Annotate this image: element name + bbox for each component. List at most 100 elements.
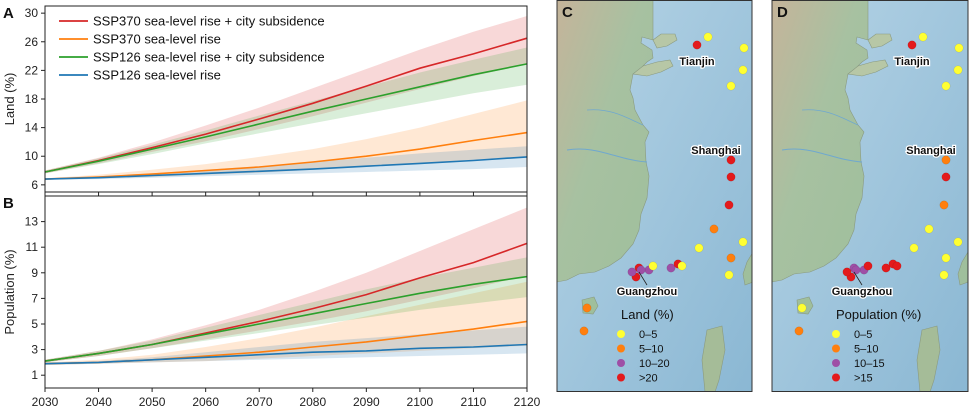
city-marker [941,81,951,91]
yangtze-river [566,148,648,163]
mainland [557,0,654,283]
y-axis-label: Population (%) [2,249,17,334]
y-tick-label: 13 [25,215,39,229]
uncertainty-band-1 [45,100,527,180]
map-canvas: Tianjin Shanghai Guangzhou Land (%) 0–5 5–10 1… [557,0,752,392]
maps: Tianjin Shanghai Guangzhou Land (%) 0–5 5–10 1… [556,0,969,392]
map-content: Tianjin Shanghai Guangzhou Population (%) 0–… [772,0,968,392]
city-marker [954,43,964,53]
land-chart-panel: 6 10 14 18 22 26 30 Land (%) A SSP370 sea-level r… [2,5,528,196]
city-label-tianjin: Tianjin [679,56,715,68]
city-marker [724,200,734,210]
plot-frame [44,195,528,389]
y-tick-label: 9 [31,266,38,280]
city-marker [918,32,928,42]
liaodong-peninsula [867,33,893,49]
legend-dot-2 [617,359,625,367]
legend-label-0: 0–5 [854,329,872,341]
x-tick-label: 2040 [85,395,112,409]
city-marker [842,267,852,277]
city-marker [881,263,891,273]
land-map-panel: Tianjin Shanghai Guangzhou Land (%) 0–5 5–10 1… [556,0,753,392]
legend-label-3: >20 [639,373,658,385]
y-tick-label: 3 [31,343,38,357]
y-tick-label: 30 [25,6,39,20]
city-pointer-line [853,271,863,286]
city-marker [939,270,949,280]
x-tick-label: 2060 [192,395,219,409]
legend-label-2: 10–15 [854,358,885,370]
y-tick-label: 7 [31,291,38,305]
uncertainty-band-3 [45,326,527,365]
map-frame [771,0,969,392]
series-line-3 [44,343,528,365]
legend-label-2: SSP126 sea-level rise + city subsidence [93,50,325,65]
map-legend-title: Land (%) [621,307,674,322]
panel-letter: B [3,195,14,212]
city-label-tianjin: Tianjin [894,56,930,68]
city-marker [726,155,736,165]
taiwan-island [957,251,968,286]
city-label-guangzhou: Guangzhou [832,286,893,298]
y-tick-label: 14 [25,121,39,135]
legend-label-1: 5–10 [854,344,878,356]
series-line-0 [44,37,528,173]
river [586,109,644,126]
city-marker [739,43,749,53]
legend-label-3: SSP126 sea-level rise [93,68,221,83]
legend-dot-0 [617,330,625,338]
series-line-2 [44,63,528,173]
city-marker [694,243,704,253]
map-content: Tianjin Shanghai Guangzhou Land (%) 0–5 5–10 1… [557,0,752,392]
river [801,109,859,126]
y-tick-label: 5 [31,317,38,331]
x-tick-label: 2080 [299,395,326,409]
series-line-1 [44,131,528,180]
city-marker [579,326,589,336]
city-marker [738,65,748,75]
x-tick-label: 2050 [139,395,166,409]
mainland [772,0,869,283]
y-tick-label: 22 [25,63,39,77]
panel-letter: D [777,4,788,21]
city-label-shanghai: Shanghai [691,145,741,157]
city-marker [939,200,949,210]
city-label-shanghai: Shanghai [906,145,956,157]
city-label-guangzhou: Guangzhou [617,286,678,298]
city-marker [666,263,676,273]
uncertainty-band-0 [45,16,527,174]
taiwan-island [742,253,752,286]
legend-dot-0 [832,330,840,338]
uncertainty-band-1 [45,281,527,365]
city-marker [703,32,713,42]
city-marker [924,224,934,234]
city-marker [636,265,646,275]
city-marker [941,155,951,165]
yangtze-river [781,148,863,163]
x-tick-label: 2100 [407,395,434,409]
x-tick-label: 2090 [353,395,380,409]
shandong-peninsula [632,59,674,77]
uncertainty-band-3 [45,146,527,180]
series-line-3 [44,156,528,180]
city-marker [627,267,637,277]
map-frame [556,0,753,392]
city-marker [907,40,917,50]
city-marker [582,303,592,313]
series-line-2 [44,275,528,362]
city-marker [677,261,687,271]
population-map-panel: Tianjin Shanghai Guangzhou Population (%) 0–… [771,0,969,392]
city-marker [863,261,873,271]
legend-label-2: 10–20 [639,358,670,370]
x-tick-label: 2110 [461,395,487,409]
legend-label-1: SSP370 sea-level rise [93,32,221,47]
city-marker [726,253,736,263]
panel-letter: A [3,5,14,22]
x-tick-label: 2120 [514,395,540,409]
city-marker [953,65,963,75]
city-marker [726,81,736,91]
legend-label-0: 0–5 [639,329,657,341]
city-marker [692,40,702,50]
city-marker [797,303,807,313]
